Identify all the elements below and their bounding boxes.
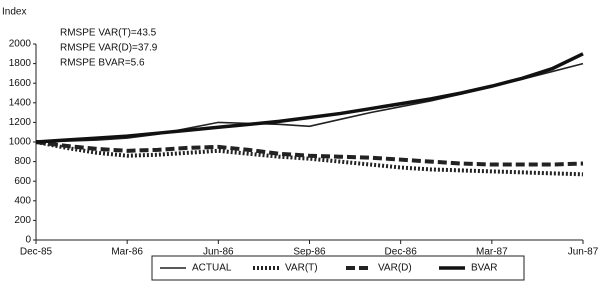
y-tick-label: 400 [14,195,31,206]
y-tick-label: 1600 [9,78,32,89]
x-tick-label: Mar-87 [476,247,508,258]
y-tick-label: 600 [14,176,31,187]
y-tick-label: 1000 [9,137,32,148]
y-tick-label: 1800 [9,58,32,69]
series-line [35,62,584,143]
y-tick-label: 2000 [9,39,32,50]
legend-label: BVAR [471,263,498,274]
series-line [35,52,584,144]
y-axis-label: Index [2,7,26,18]
x-tick-label: Dec-86 [385,247,418,258]
y-tick-label: 0 [25,235,31,246]
y-tick-label: 1200 [9,117,32,128]
series-line [35,140,584,177]
y-tick-label: 800 [14,156,31,167]
legend-label: ACTUAL [192,263,232,274]
annotation: RMSPE VAR(D)=37.9 [60,43,158,54]
y-tick-label: 200 [14,215,31,226]
annotation: RMSPE BVAR=5.6 [60,58,145,69]
x-tick-label: Jun-87 [568,247,599,258]
x-tick-label: Sep-86 [293,247,326,258]
y-tick-label: 1400 [9,97,32,108]
legend-label: VAR(T) [285,263,318,274]
annotation: RMSPE VAR(T)=43.5 [60,28,157,39]
series-line [35,140,584,167]
x-tick-label: Jun-86 [203,247,234,258]
x-tick-label: Mar-86 [111,247,143,258]
x-tick-label: Dec-85 [20,247,53,258]
legend-label: VAR(D) [378,263,412,274]
